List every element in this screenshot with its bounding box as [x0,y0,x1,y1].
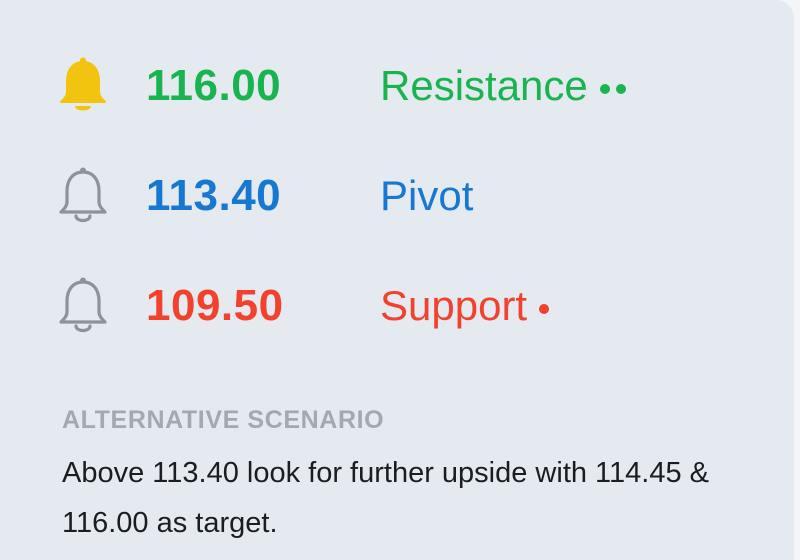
level-row-pivot: 113.40 Pivot [0,156,794,236]
scenario-text: Above 113.40 look for further upside wit… [62,457,710,539]
bell-icon[interactable] [55,166,111,226]
level-label: Resistance [380,62,588,109]
level-label-wrap: Resistance [380,59,632,116]
scenario-heading: ALTERNATIVE SCENARIO [62,406,385,434]
level-price: 116.00 [146,61,282,110]
bell-icon[interactable] [55,56,111,116]
level-label-wrap: Pivot [380,169,485,223]
level-row-support: 109.50 Support [0,266,794,346]
level-label: Support [380,282,528,329]
level-row-resistance: 116.00 Resistance [0,46,794,126]
strength-dot [539,303,550,314]
strength-dots [599,59,632,113]
level-label: Pivot [380,172,474,219]
level-label-wrap: Support [380,279,555,336]
strength-dots [539,279,555,333]
level-price: 113.40 [146,171,282,220]
bell-icon[interactable] [55,276,111,336]
level-price: 109.50 [146,281,284,330]
strength-dot [615,83,626,94]
strength-dot [599,83,610,94]
